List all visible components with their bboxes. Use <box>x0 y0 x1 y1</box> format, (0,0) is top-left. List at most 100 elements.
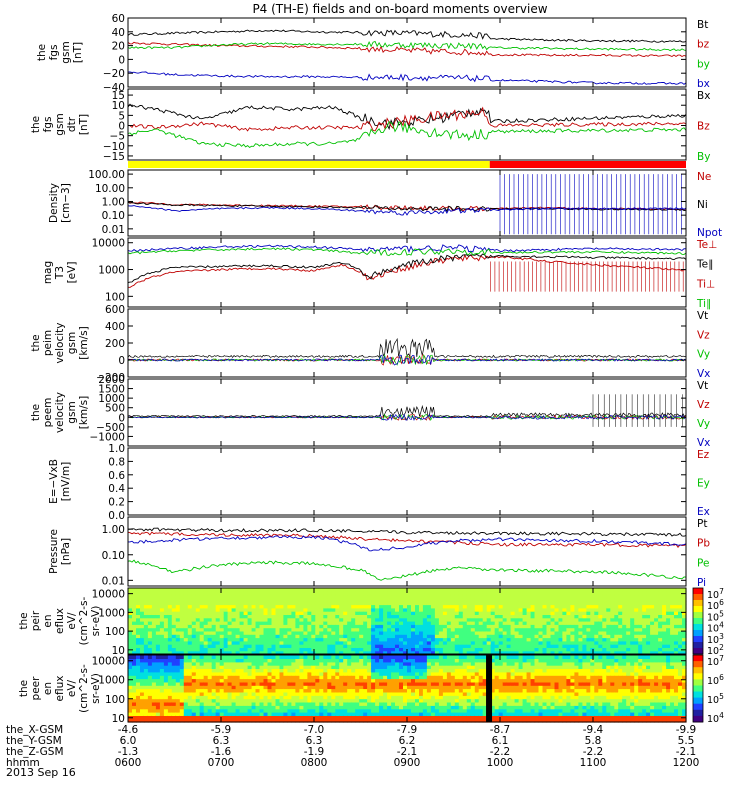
pressure-series-0 <box>128 528 686 536</box>
peir_spec-pixel <box>180 588 185 592</box>
peir_spec-pixel <box>144 588 149 592</box>
peim_v-ylabel: velocity <box>54 322 66 363</box>
peir_spec-pixel <box>487 588 492 592</box>
peir_spec-pixel <box>666 588 671 592</box>
temp-legend-Te∥: Te∥ <box>696 259 713 271</box>
peir_spec-pixel <box>395 588 400 592</box>
peim_v-ytick-label: 400 <box>105 321 125 333</box>
peem_v-ylabel: peem <box>42 398 54 428</box>
peir_spec-ylabel: eV/ <box>66 612 78 630</box>
peir_spec-pixel <box>602 588 607 592</box>
peir_spec-pixel <box>236 588 241 592</box>
temp-legend-Te⊥: Te⊥ <box>696 239 717 251</box>
peer_spec-pixel <box>200 655 205 659</box>
fgs_det-ylabel: gsm <box>54 113 66 135</box>
peem_v-ylabel: [km/s] <box>78 396 90 430</box>
peir_spec-pixel <box>483 588 488 592</box>
fgs_det-ylabel: dtr <box>66 116 78 132</box>
peer_spec-pixel <box>455 655 460 659</box>
efield-ytick-label: 0.2 <box>108 497 125 509</box>
peer_spec-pixel <box>351 655 356 659</box>
colorbar-cell <box>693 648 703 655</box>
temp-series-1 <box>128 254 686 283</box>
peem_v-legend-Vz: Vz <box>697 399 710 411</box>
peir_spec-pixel <box>543 588 548 592</box>
peir_spec-pixel <box>359 588 364 592</box>
peir_spec-pixel <box>367 588 372 592</box>
peer_spec-pixel <box>164 655 169 659</box>
fgs-ytick-label: 20 <box>112 41 125 53</box>
peir_spec-pixel <box>264 588 269 592</box>
peer_spec-pixel <box>371 655 376 659</box>
pressure-ytick-label: 1.00 <box>102 524 125 536</box>
peir_spec-pixel <box>268 588 273 592</box>
peer_spec-pixel <box>244 655 249 659</box>
density-legend-Ni: Ni <box>697 199 708 211</box>
peir_spec-pixel <box>678 588 683 592</box>
pressure-ylabel: Pressure <box>48 529 60 574</box>
fgs_det-legend-Bx: Bx <box>697 90 710 102</box>
peer_spec-pixel <box>379 655 384 659</box>
peer_spec-pixel <box>451 655 456 659</box>
peir_spec-ytick-label: 1000 <box>98 607 125 619</box>
peem_v-frame <box>128 379 686 446</box>
peir_spec-pixel <box>451 588 456 592</box>
peem_v-legend-Vx: Vx <box>697 437 710 449</box>
peir_spec-pixel <box>200 588 205 592</box>
peir_spec-pixel <box>244 588 249 592</box>
peer_spec-pixel <box>395 655 400 659</box>
density-legend-Npot: Npot <box>697 227 722 239</box>
peer_spec-pixel <box>204 655 209 659</box>
peer_spec-pixel <box>431 655 436 659</box>
fgs-ytick-label: 40 <box>112 27 125 39</box>
peir_spec-pixel <box>248 588 253 592</box>
peir_spec-pixel <box>471 588 476 592</box>
peir_spec-ylabel: sr-eV) <box>90 606 102 637</box>
peer_spec-pixel <box>355 655 360 659</box>
peir_spec-pixel <box>343 588 348 592</box>
fgs-legend-by: by <box>697 58 710 70</box>
peer_spec-pixel <box>459 655 464 659</box>
fgs-series-0 <box>128 30 686 42</box>
peer_spec-pixel <box>128 655 133 659</box>
density-ylabel: Density <box>48 183 60 223</box>
fgs-legend-bz: bz <box>697 39 710 51</box>
peir_spec-pixel <box>132 588 137 592</box>
fgs_det-series-2 <box>128 122 686 148</box>
peir_spec-pixel <box>638 588 643 592</box>
temp-series-2 <box>128 245 686 252</box>
colorbar-cell <box>693 594 703 601</box>
peir_spec-pixel <box>351 588 356 592</box>
peer_spec-pixel <box>427 655 432 659</box>
peir_spec-pixel <box>519 588 524 592</box>
peer_spec-pixel <box>232 655 237 659</box>
peir_spec-pixel <box>136 588 141 592</box>
peer_spec-pixel <box>240 655 245 659</box>
peir_spec-pixel <box>467 588 472 592</box>
peer_spec-pixel <box>411 655 416 659</box>
density-ytick-label: 0.10 <box>102 210 125 222</box>
pressure-ylabel: [nPa] <box>60 538 72 565</box>
colorbar-cell <box>693 588 703 595</box>
peer_spec-pixel <box>176 655 181 659</box>
fgs-ytick-label: −20 <box>103 68 125 80</box>
fgs_det-legend-By: By <box>697 151 710 163</box>
peir_spec-pixel <box>283 588 288 592</box>
peer_spec-pixel <box>387 655 392 659</box>
peir_spec-ylabel: en <box>42 614 54 627</box>
fgs-series-2 <box>128 42 686 51</box>
fgs-ylabel: fgs <box>48 45 60 61</box>
temp-legend-Ti⊥: Ti⊥ <box>696 278 715 290</box>
peer_spec-pixel <box>315 655 320 659</box>
peer_spec-pixel <box>256 655 261 659</box>
peir_spec-pixel <box>383 588 388 592</box>
peir_spec-ytick-label: 10000 <box>92 589 125 601</box>
peir_spec-pixel <box>272 588 277 592</box>
peir_spec-pixel <box>515 588 520 592</box>
peir_spec-pixel <box>562 588 567 592</box>
temp-ylabel: mag <box>42 261 54 284</box>
peir_spec-pixel <box>606 588 611 592</box>
